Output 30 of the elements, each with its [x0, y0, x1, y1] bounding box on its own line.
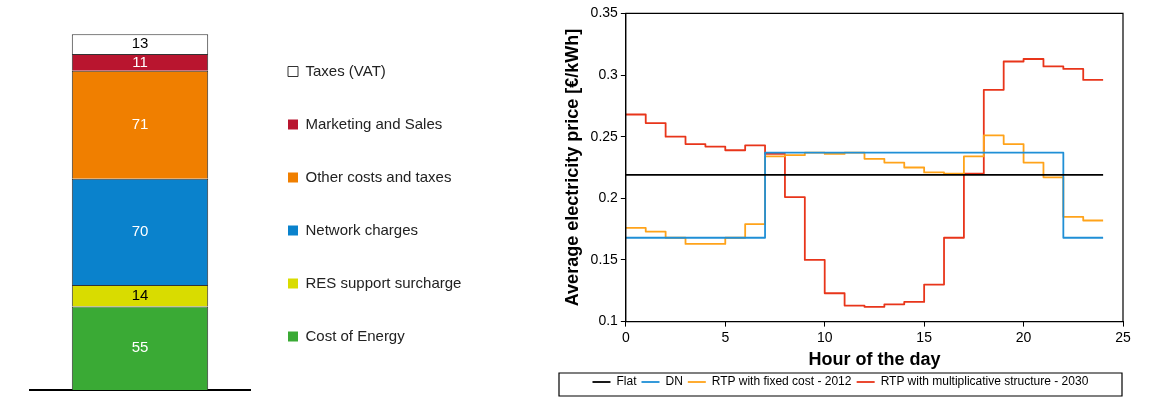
- x-tick-label: 15: [916, 328, 933, 345]
- data-label: 11: [132, 52, 148, 70]
- legend-label: Network charges: [305, 220, 419, 238]
- x-axis-title: Hour of the day: [808, 349, 941, 370]
- data-label: 55: [131, 338, 149, 356]
- x-tick-label: 10: [816, 328, 833, 345]
- y-axis-title: Average electricity price [€/kWh]: [561, 28, 582, 307]
- x-tick-label: 20: [1015, 328, 1032, 345]
- y-tick-label: 0.2: [598, 189, 619, 206]
- legend-label: Other costs and taxes: [305, 167, 452, 185]
- data-label: 13: [131, 34, 149, 52]
- legend-label: Taxes (VAT): [305, 61, 386, 79]
- legend-label: Marketing and Sales: [305, 114, 443, 132]
- legend-label: RES support surcharge: [305, 273, 462, 291]
- legend-label: RTP with multiplicative structure - 2030: [880, 374, 1089, 389]
- x-tick-label: 0: [621, 328, 630, 345]
- legend-label: DN: [665, 374, 683, 389]
- data-label: 71: [131, 114, 149, 132]
- legend-label: RTP with fixed cost - 2012: [711, 374, 852, 389]
- y-tick-label: 0.25: [590, 127, 619, 144]
- x-tick-label: 25: [1115, 328, 1131, 345]
- x-tick-label: 5: [721, 328, 730, 345]
- y-tick-label: 0.3: [598, 65, 619, 82]
- y-tick-label: 0.35: [590, 4, 619, 21]
- legend-label: Cost of Energy: [305, 326, 406, 344]
- data-label: 14: [131, 285, 149, 303]
- legend-label: Flat: [616, 374, 638, 389]
- y-tick-label: 0.15: [590, 250, 619, 267]
- data-label: 70: [131, 222, 149, 240]
- y-tick-label: 0.1: [598, 312, 619, 329]
